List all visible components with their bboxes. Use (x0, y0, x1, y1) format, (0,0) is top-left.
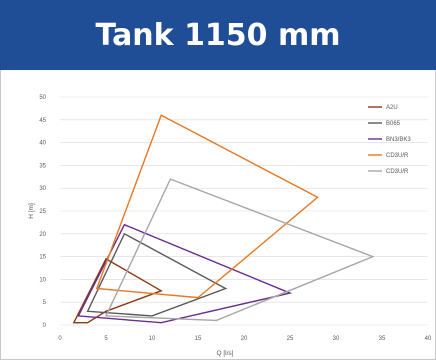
y-tick-label: 40 (39, 141, 46, 147)
legend-layer: A2U B065 BN3/BK3 CD3U/R CD3U/R (368, 105, 411, 175)
x-tick-label: 40 (425, 336, 432, 342)
chart-area: 0 5 10 15 20 25 30 35 40 45 50 0 5 10 15 20 25 30 35 40 Q [l… (0, 70, 436, 360)
y-axis-label: H [m] (28, 203, 35, 219)
legend-label: BN3/BK3 (386, 137, 411, 143)
y-tick-label: 50 (39, 95, 46, 101)
x-tick-label: 0 (58, 336, 62, 342)
legend-label: A2U (386, 105, 398, 111)
series-layer (72, 114, 375, 324)
x-tick-label: 30 (333, 336, 340, 342)
legend-label: CD3U/R (386, 153, 409, 159)
page-title: Tank 1150 mm (0, 0, 436, 70)
y-tick-label: 35 (39, 163, 46, 169)
y-tick-label: 45 (39, 118, 46, 124)
x-tick-label: 5 (104, 336, 108, 342)
x-axis-label: Q [l/s] (217, 350, 234, 357)
y-tick-label: 0 (43, 323, 47, 329)
series-line-1 (72, 257, 163, 324)
legend-label: B065 (386, 121, 401, 127)
grid-layer (60, 96, 428, 326)
y-tick-label: 25 (39, 209, 46, 215)
chart-svg: 0 5 10 15 20 25 30 35 40 45 50 0 5 10 15 20 25 30 35 40 Q [l… (28, 95, 432, 357)
x-tick-label: 10 (149, 336, 156, 342)
x-tick-label: 35 (379, 336, 386, 342)
x-tick-label: 25 (287, 336, 294, 342)
legend-label: CD3U/R (386, 169, 409, 175)
axis-layer: 0 5 10 15 20 25 30 35 40 45 50 0 5 10 15 20 25 30 35 40 Q [l… (28, 95, 432, 357)
y-tick-label: 15 (39, 255, 46, 261)
x-tick-label: 15 (195, 336, 202, 342)
y-tick-label: 10 (39, 277, 46, 283)
series-line-5 (104, 178, 375, 322)
y-tick-label: 30 (39, 186, 46, 192)
y-tick-label: 20 (39, 232, 46, 238)
y-tick-label: 5 (43, 300, 47, 306)
series-line-2 (86, 232, 228, 317)
series-line-4 (95, 114, 319, 299)
x-tick-label: 20 (241, 336, 248, 342)
